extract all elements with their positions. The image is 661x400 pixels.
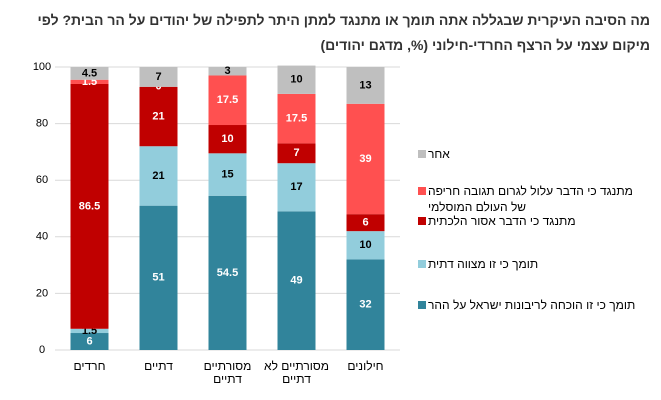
bar-segment [208,153,247,196]
x-tick-label: מסורתיים דתיים [203,359,252,386]
bar-segment [346,103,385,215]
value-label: 49 [290,275,302,287]
legend-label: תומך כי זו מצווה דתית [428,257,539,271]
bar-segment [346,67,385,104]
y-tick-label: 60 [36,174,48,186]
bar-segment [277,65,316,94]
bar-segment [139,86,178,147]
legend-label: תומך כי זו הוכחה לריבונות ישראל על ההר [428,298,636,312]
x-tick-label: דתיים [144,359,173,373]
y-tick-label: 40 [36,231,48,243]
bar-segment [139,205,178,350]
bar-segment [139,146,178,206]
value-label: 32 [359,299,371,311]
legend-swatch [418,187,426,195]
legend-swatch [418,217,426,225]
value-label: 54.5 [217,267,238,279]
bar-segment [70,328,109,334]
bar-segment [70,333,109,350]
y-tick-label: 20 [36,287,48,299]
value-label: 21 [152,110,164,122]
value-label: 10 [221,133,233,145]
bar-segment [70,67,109,80]
value-label: 13 [359,79,371,91]
bar-segment [208,125,247,154]
legend-swatch [418,150,426,158]
value-label: 17.5 [286,113,307,125]
y-tick-label: 0 [39,344,45,356]
legend-label: מתנגד כי הדבר עלול לגרום תגובה חריפה של … [428,184,633,214]
value-label: 21 [152,170,164,182]
bar-segment [139,67,178,87]
y-tick-label: 100 [33,61,51,73]
bar-segment [277,93,316,144]
bar-segment [70,83,109,329]
bar-segment [277,211,316,350]
value-label: 4.5 [82,67,97,79]
bar-segment [208,67,247,76]
bar-segment [208,195,247,350]
bar-segment [277,163,316,212]
legend-label: מתנגד כי הדבר אסור הלכתית [428,214,576,228]
bar-segment [277,143,316,164]
legend-swatch [418,301,426,309]
x-tick-label: מסורתיים לא דתיים [264,359,329,386]
bar-segment [70,79,109,84]
value-label: 17 [290,181,302,193]
bar-segment [346,214,385,232]
value-label: 86.5 [79,200,100,212]
y-tick-label: 80 [36,118,48,130]
value-label: 51 [152,272,164,284]
value-label: 7 [293,147,299,159]
legend-label: אחר [428,147,450,161]
value-label: 3 [224,65,230,77]
chart-title: מה הסיבה העיקרית שבגללה אתה תומך או מתנג… [37,12,650,53]
value-label: 7 [155,71,161,83]
value-label: 10 [359,239,371,251]
value-label: 17.5 [217,94,238,106]
legend-swatch [418,260,426,268]
bar-segment [346,231,385,260]
value-label: 6 [362,217,368,229]
value-label: 39 [359,153,371,165]
value-label: 6 [86,335,92,347]
bar-segment [346,259,385,350]
bar-segment [208,75,247,126]
value-label: 10 [290,74,302,86]
x-tick-label: חרדים [73,359,106,373]
x-tick-label: חילונים [347,359,384,373]
value-label: 15 [221,168,233,180]
